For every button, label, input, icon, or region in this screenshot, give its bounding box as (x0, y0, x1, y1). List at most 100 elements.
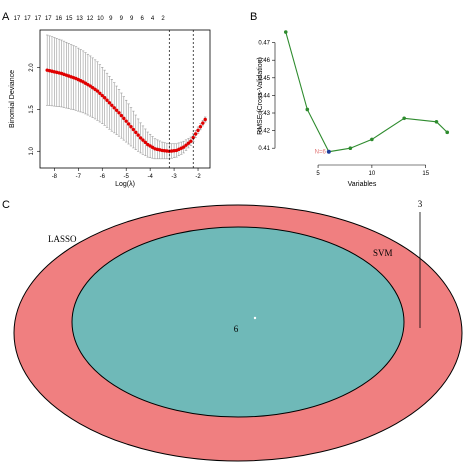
panel-b-point (402, 116, 406, 121)
panel-a-point (100, 93, 104, 98)
panel-a-point (119, 113, 124, 118)
panel-a-point (102, 96, 107, 100)
panel-b-annotation: N=6 (315, 150, 327, 156)
panel-a-point (124, 119, 128, 123)
panel-a-top-label: 17 (24, 16, 31, 22)
panel-a-point (184, 143, 188, 147)
panel-a-x-tick-label: -3 (171, 174, 177, 180)
panel-b-y-tick-label: 0.44 (258, 93, 270, 99)
panel-b-point (305, 107, 310, 112)
panel-a-point (181, 145, 186, 149)
panel-a-point (141, 138, 145, 142)
panel-a-point (196, 128, 200, 133)
panel-a-point (90, 86, 95, 90)
panel-b-axes: 5 10 15 0.41 0.42 0.43 0.44 0.45 0.46 0.47 (258, 41, 429, 177)
panel-b-y-tick-label: 0.41 (258, 146, 270, 152)
panel-a-point (88, 84, 92, 88)
panel-a-y-tick-label: 2.0 (29, 63, 35, 72)
panel-a-point (191, 135, 195, 140)
venn-svm-only-value: 3 (418, 199, 423, 209)
panel-letter-b: B (250, 11, 257, 23)
panel-a-x-tick-label: -2 (195, 174, 201, 180)
panel-b-x-tick-label: 10 (369, 171, 376, 177)
panel-b-y-tick-label: 0.42 (258, 129, 270, 135)
panel-a-top-label: 6 (140, 16, 144, 22)
panel-a-point (193, 132, 198, 136)
panel-a-point (138, 136, 143, 140)
panel-a-top-label: 2 (161, 16, 165, 22)
panel-b-xlabel: Variables (348, 181, 377, 188)
panel-a-point (105, 98, 109, 102)
panel-b-point (348, 146, 353, 150)
panel-a-top-label: 17 (14, 16, 21, 22)
panel-a-top-label: 17 (45, 16, 52, 22)
panel-a-x-tick-label: -7 (76, 174, 82, 180)
panel-b-ylabel: RMSE (Cross-Validation) (257, 57, 264, 135)
panel-b-rmse-plot: 5 10 15 0.41 0.42 0.43 0.44 0.45 0.46 0.47 Variab… (257, 30, 450, 188)
panel-b-point (434, 120, 439, 124)
panel-a-point (143, 140, 148, 145)
panel-c-venn: LASSO SVM 6 3 (13, 199, 463, 462)
panel-a-point (136, 133, 140, 137)
panel-a-top-label: 9 (130, 16, 134, 22)
panel-a-ylabel: Binomial Deviance (9, 70, 16, 128)
panel-a-point (107, 101, 112, 105)
venn-svm-label: SVM (373, 248, 393, 258)
panel-a-point (126, 122, 131, 126)
panel-letter-a: A (2, 11, 10, 23)
panel-a-top-label: 12 (87, 16, 94, 22)
venn-center-dot (253, 316, 257, 320)
panel-a-point (112, 106, 116, 110)
panel-a-x-tick-label: -8 (52, 174, 58, 180)
panel-a-frame (39, 29, 211, 169)
panel-b-x-tick-label: 5 (316, 171, 320, 177)
panel-b-y-tick-label: 0.45 (258, 76, 270, 82)
venn-lasso-label: LASSO (48, 234, 77, 244)
panel-b-x-tick-label: 15 (422, 171, 429, 177)
panel-a-point (134, 130, 138, 135)
panel-a-top-label: 13 (76, 16, 83, 22)
panel-a-point (114, 108, 119, 112)
panel-a-point (95, 89, 100, 93)
panel-a-top-label: 9 (109, 16, 113, 22)
panel-a-point (186, 141, 191, 145)
panel-a-point (117, 111, 121, 115)
panel-b-y-tick-label: 0.43 (258, 111, 270, 117)
venn-overlap-value: 6 (234, 324, 239, 334)
panel-b-point (370, 137, 374, 142)
panel-a-xlabel: Log(λ) (115, 181, 135, 188)
panel-a-lasso-plot: -8 -7 -6 -5 -4 -3 -21.01.52.017 17 17 17 16 15 13 12 1… (9, 16, 211, 188)
panel-a-top-label: 15 (66, 16, 73, 22)
panel-a-top-label: 16 (55, 16, 62, 22)
panel-a-point (189, 139, 193, 143)
panel-b-marks (283, 30, 450, 154)
panel-b-y-tick-label: 0.46 (258, 58, 270, 64)
panel-a-point (93, 87, 97, 92)
panel-letter-c: C (2, 199, 10, 211)
panel-a-point (201, 121, 205, 125)
panel-a-y-tick-label: 1.0 (29, 146, 35, 155)
panel-a-marks (45, 30, 207, 168)
panel-a-x-tick-label: -4 (147, 174, 153, 180)
panel-a-point (198, 125, 203, 129)
panel-a-point (98, 91, 102, 95)
panel-a-top-label: 4 (151, 16, 155, 22)
panel-a-x-tick-label: -5 (124, 174, 130, 180)
panel-a-y-tick-label: 1.5 (29, 105, 35, 114)
panel-a-point (129, 125, 133, 129)
panel-a-top-label: 9 (120, 16, 124, 22)
panel-b-point (283, 30, 288, 34)
panel-a-point (110, 103, 114, 107)
panel-b-optimal-point (326, 149, 331, 154)
panel-a-top-label: 10 (97, 16, 104, 22)
venn-svm-ellipse (71, 226, 405, 418)
panel-b-series-line (285, 31, 448, 153)
panel-a-top-label: 17 (35, 16, 42, 22)
panel-a-x-tick-label: -6 (100, 174, 106, 180)
panel-b-y-tick-label: 0.47 (258, 41, 270, 47)
panel-a-point (122, 116, 126, 121)
panel-a-point (203, 117, 207, 122)
panel-a-point (131, 127, 136, 132)
panel-a-axes: -8 -7 -6 -5 -4 -3 -21.01.52.017 17 17 17 16 15 13 12 1… (14, 16, 202, 180)
